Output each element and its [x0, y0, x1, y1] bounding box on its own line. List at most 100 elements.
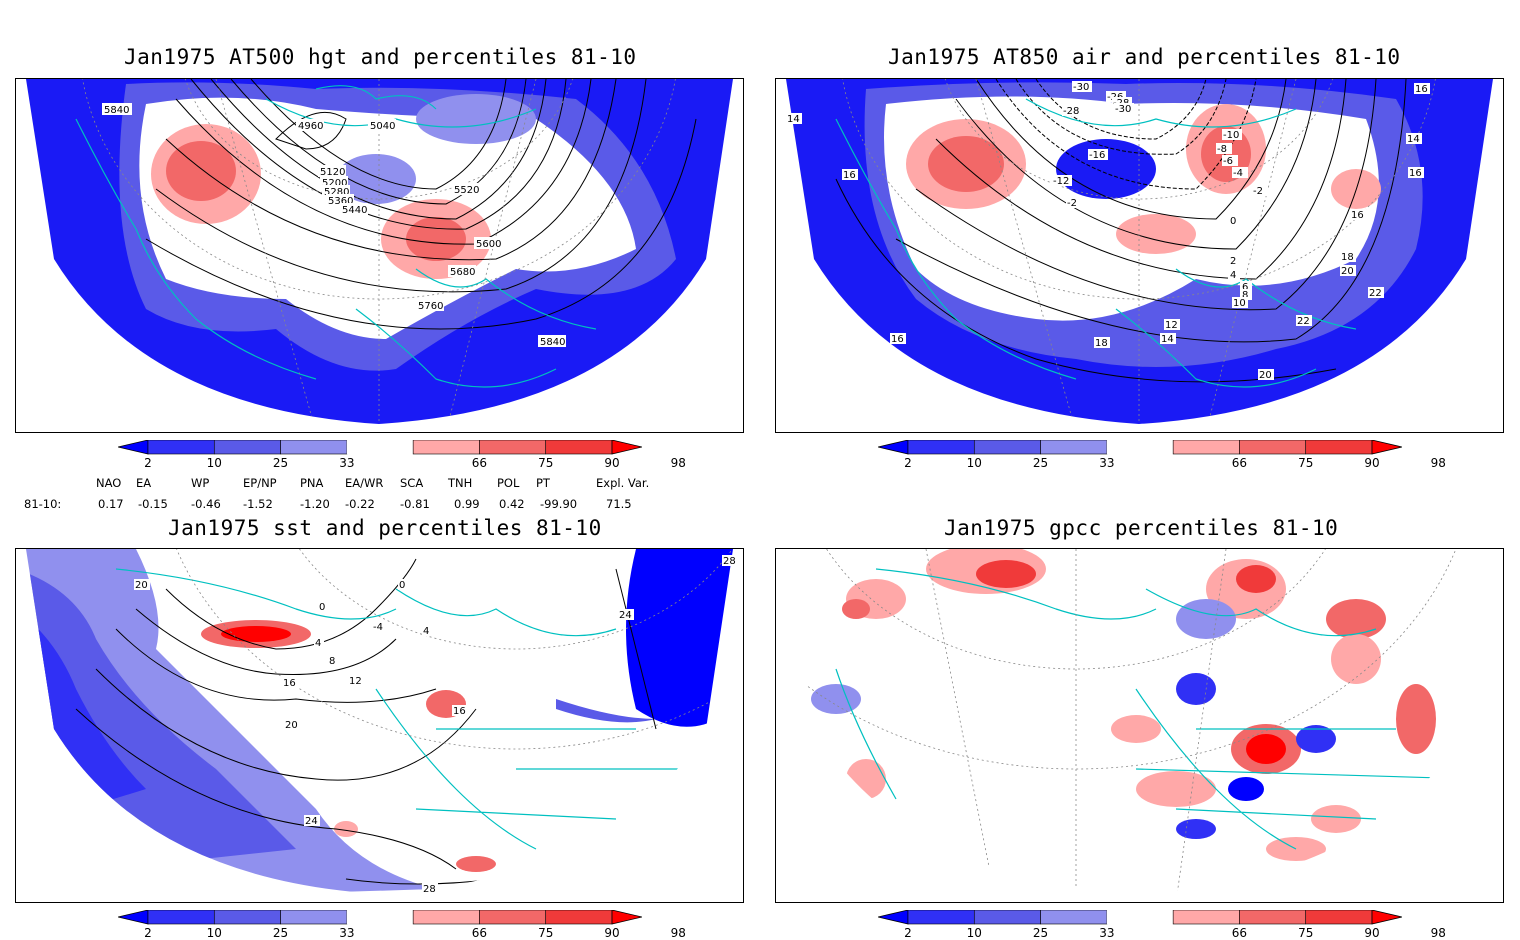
map-panel-sst: 20 0 0 -4 4 4 8 12 16 16 20 24 24 28 28: [15, 548, 744, 903]
colorbar-bin: [280, 439, 348, 455]
contour-label: 14: [787, 114, 800, 125]
colorbar-arrow-low: [117, 439, 149, 455]
contour-label: 4960: [298, 121, 323, 132]
contour-labels-sst: 20 0 0 -4 4 4 8 12 16 16 20 24 24 28 28: [134, 555, 738, 895]
contour-label: -10: [1223, 130, 1239, 141]
index-value: -1.20: [300, 497, 330, 511]
contour-label: 8: [1242, 290, 1248, 301]
colorbar-bin: [545, 439, 613, 455]
colorbar-tick-label: 90: [1364, 926, 1380, 940]
contour-label: 5680: [450, 267, 475, 278]
map-sst-svg: 20 0 0 -4 4 4 8 12 16 16 20 24 24 28 28: [26, 549, 738, 895]
colorbar-tick-label: 98: [670, 926, 686, 940]
panel-title-gpcc: Jan1975 gpcc percentiles 81-10: [944, 516, 1339, 540]
colorbar-air850: 2 10 25 33 66 75 90 98: [877, 439, 1446, 470]
colorbar-arrow-high: [1371, 439, 1403, 455]
index-name: EP/NP: [243, 476, 277, 490]
contour-label: 5280: [324, 187, 349, 198]
colorbar-tick-label: 2: [144, 926, 152, 940]
contour-label: 5600: [476, 239, 501, 250]
contour-label: 4: [423, 626, 429, 637]
contour-label: 24: [305, 816, 318, 827]
index-name: NAO: [96, 476, 122, 490]
index-row-label: 81-10:: [24, 497, 62, 511]
colorbar-svg: [877, 909, 1403, 925]
index-value: 0.17: [98, 497, 124, 511]
contour-label: 0: [1230, 216, 1236, 227]
contour-labels-hgt500: 5840 4960 5040 5120 5200 5280 5360 5440 …: [102, 103, 566, 348]
index-value: 71.5: [606, 497, 632, 511]
index-name: SCA: [400, 476, 424, 490]
map-panel-gpcc: [775, 548, 1504, 903]
contour-label: 16: [453, 706, 466, 717]
contour-label: 2: [1230, 256, 1236, 267]
colorbar-bin: [1106, 910, 1174, 924]
colorbar-tick-label: 25: [1032, 456, 1049, 470]
precip-anomaly-patches: [811, 549, 1436, 861]
contour-label: 18: [1341, 252, 1354, 263]
contour-label: 16: [1415, 84, 1428, 95]
contour-labels-air850: -30 -28 -26 -28 -30 -16 -10 -8 -6 -4 -2 …: [786, 81, 1430, 381]
contour-label: -30: [1115, 104, 1131, 115]
colorbar-tick-label: 10: [966, 926, 982, 940]
contour-label: -6: [1223, 156, 1233, 167]
contour-label: 6: [1242, 282, 1248, 293]
colorbar-svg: [117, 909, 643, 925]
panel-title-hgt500: Jan1975 AT500 hgt and percentiles 81-10: [124, 45, 637, 69]
contour-label: 24: [619, 610, 632, 621]
colorbar-bin: [1305, 909, 1373, 925]
contour-label: 5440: [342, 205, 367, 216]
contour-label: 5120: [320, 167, 345, 178]
colorbar-tick-label: 10: [206, 926, 222, 940]
colorbar-bin: [973, 909, 1041, 925]
index-value: 0.99: [454, 497, 480, 511]
contour-label: -16: [1089, 150, 1105, 161]
contour-label: 14: [1161, 334, 1174, 345]
colorbar-bin: [479, 439, 547, 455]
colorbar-bin: [1106, 440, 1174, 454]
colorbar-bin: [412, 439, 480, 455]
coastlines: [75, 85, 597, 388]
contour-label: 0: [399, 580, 405, 591]
contour-label: 4: [315, 638, 321, 649]
contour-label: 5200: [322, 178, 347, 189]
colorbar-bin: [147, 439, 215, 455]
index-name: WP: [191, 476, 210, 490]
contour-label: 28: [723, 556, 736, 567]
colorbar-arrow-low: [117, 909, 149, 925]
colorbar-tick-label: 2: [904, 926, 912, 940]
colorbar-tick-label: 75: [1298, 926, 1314, 940]
contour-label: 20: [1259, 370, 1272, 381]
contour-label: 5840: [104, 105, 129, 116]
colorbar-bin: [280, 909, 348, 925]
colorbar-tick-label: 25: [272, 456, 289, 470]
contour-label: 12: [349, 676, 362, 687]
index-name: EA: [136, 476, 152, 490]
contour-label: 16: [283, 678, 296, 689]
contour-label: 0: [319, 602, 325, 613]
colorbar-tick-label: 25: [272, 926, 289, 940]
contour-label: 16: [891, 334, 904, 345]
contour-label: 5760: [418, 301, 443, 312]
colorbar-tick-label: 66: [471, 456, 488, 470]
map-gpcc-svg: [786, 549, 1493, 894]
contour-label: -12: [1053, 176, 1069, 187]
index-name: TNH: [448, 476, 473, 490]
map-hgt500-svg: 5840 4960 5040 5120 5200 5280 5360 5440 …: [26, 79, 733, 424]
colorbar-bin: [1040, 439, 1108, 455]
colorbar-tick-label: 75: [538, 926, 554, 940]
colorbar-tick-label: 98: [1430, 456, 1446, 470]
contour-label: 5840: [540, 337, 565, 348]
coastlines: [835, 98, 1357, 388]
contour-label: 16: [1409, 168, 1422, 179]
colorbar-bin: [907, 909, 975, 925]
contour-label: 22: [1369, 288, 1382, 299]
contour-label: 12: [1165, 320, 1178, 331]
contour-label: 10: [1233, 298, 1246, 309]
contour-label: 20: [285, 720, 298, 731]
map-panel-air850: -30 -28 -26 -28 -30 -16 -10 -8 -6 -4 -2 …: [775, 78, 1504, 433]
colorbar-tick-label: 75: [538, 456, 554, 470]
index-value: -0.81: [400, 497, 430, 511]
contour-label: 28: [423, 884, 436, 895]
colorbar-bin: [1305, 439, 1373, 455]
